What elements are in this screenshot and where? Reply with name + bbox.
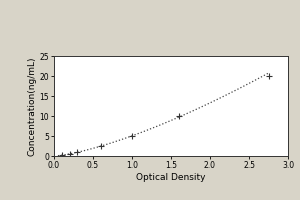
Y-axis label: Concentration(ng/mL): Concentration(ng/mL) (28, 56, 37, 156)
X-axis label: Optical Density: Optical Density (136, 173, 206, 182)
